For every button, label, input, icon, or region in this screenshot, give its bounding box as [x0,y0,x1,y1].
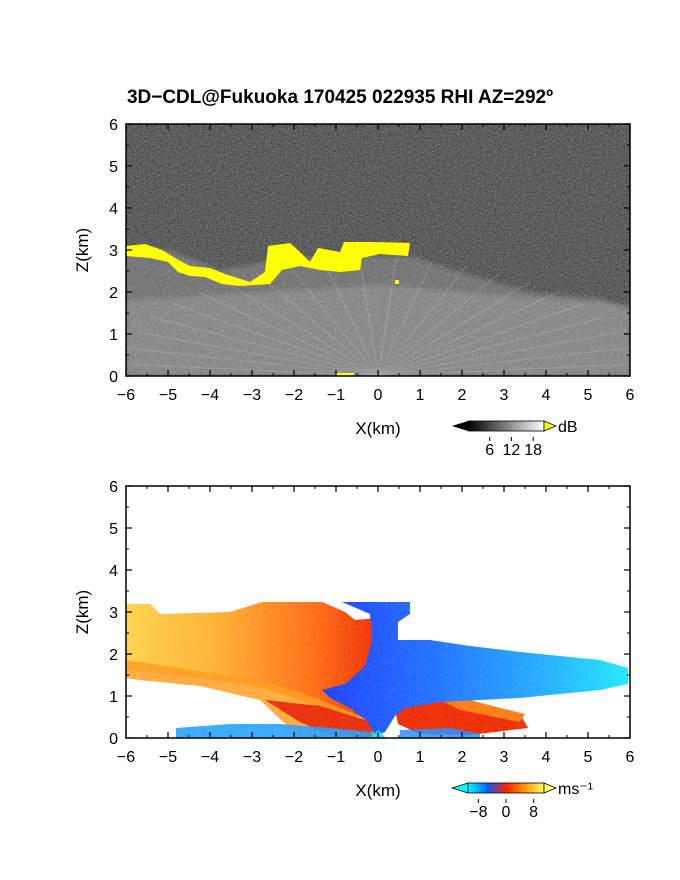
velocity-ytick-label: 2 [109,647,118,664]
velocity-ytick-label: 3 [109,605,118,622]
colorbar-tick-label: 0 [502,804,511,821]
velocity-panel: −6 −5 −4 −3 −2 −1 0 1 2 3 4 5 6 0 1 2 3 4 5 6 X(km) Z(km) −… [73,479,635,821]
velocity-xtick-label: −3 [243,749,261,766]
backscatter-xtick-label: 5 [584,387,593,404]
velocity-colorbar: −8 0 8 ms⁻¹ [450,781,593,821]
velocity-ytick-label: 1 [109,689,118,706]
y-axis-label: Z(km) [73,228,92,272]
velocity-xtick-label: 6 [626,749,635,766]
backscatter-axes: −6 −5 −4 −3 −2 −1 0 1 2 3 4 5 6 0 1 2 3 4 5 6 [109,117,634,404]
colorbar-unit: dB [558,419,578,436]
backscatter-xtick-label: 6 [626,387,635,404]
colorbar-unit-2: ms⁻¹ [558,781,593,798]
backscatter-ytick-label: 3 [109,243,118,260]
velocity-xtick-label: −1 [327,749,345,766]
backscatter-xtick-label: −2 [285,387,303,404]
velocity-axes: −6 −5 −4 −3 −2 −1 0 1 2 3 4 5 6 0 1 2 3 4 5 6 [109,479,634,766]
backscatter-xtick-label: −3 [243,387,261,404]
backscatter-colorbar: 6 12 18 dB [452,419,578,459]
backscatter-ytick-label: 4 [109,201,118,218]
colorbar-tick-label: 12 [503,442,521,459]
cloud-top-region [126,242,410,286]
velocity-xtick-label: −2 [285,749,303,766]
velocity-xtick-label: −6 [117,749,135,766]
x-axis-label-2: X(km) [355,781,400,800]
velocity-xtick-label: 2 [458,749,467,766]
velocity-xtick-label: 3 [500,749,509,766]
colorbar-tick-label: 8 [529,804,538,821]
backscatter-xtick-label: 4 [542,387,551,404]
backscatter-xtick-label: 1 [416,387,425,404]
beam-rays [126,259,630,376]
velocity-image [126,486,630,738]
colorbar-tick-label: −8 [469,804,487,821]
velocity-xtick-label: 4 [542,749,551,766]
backscatter-ytick-label: 0 [109,369,118,386]
backscatter-xtick-label: −4 [201,387,219,404]
backscatter-ytick-label: 1 [109,327,118,344]
velocity-ytick-label: 5 [109,521,118,538]
backscatter-xtick-label: −1 [327,387,345,404]
velocity-ytick-label: 0 [109,731,118,748]
velocity-xtick-label: −4 [201,749,219,766]
colorbar-tick-label: 6 [485,442,494,459]
backscatter-xtick-label: 3 [500,387,509,404]
backscatter-xtick-label: 2 [458,387,467,404]
y-axis-label-2: Z(km) [73,590,92,634]
backscatter-image [126,124,630,376]
backscatter-ytick-label: 5 [109,159,118,176]
velocity-ytick-label: 6 [109,479,118,496]
backscatter-ytick-label: 6 [109,117,118,134]
colorbar-tick-label: 18 [524,442,542,459]
backscatter-xtick-label: −5 [159,387,177,404]
chart-title: 3D−CDL@Fukuoka 170425 022935 RHI AZ=292º [126,87,554,108]
backscatter-xtick-label: 0 [374,387,383,404]
backscatter-xtick-label: −6 [117,387,135,404]
backscatter-ytick-label: 2 [109,285,118,302]
velocity-xtick-label: 1 [416,749,425,766]
velocity-ytick-label: 4 [109,563,118,580]
x-axis-label: X(km) [355,419,400,438]
velocity-xtick-label: −5 [159,749,177,766]
velocity-xtick-label: 0 [374,749,383,766]
velocity-xtick-label: 5 [584,749,593,766]
